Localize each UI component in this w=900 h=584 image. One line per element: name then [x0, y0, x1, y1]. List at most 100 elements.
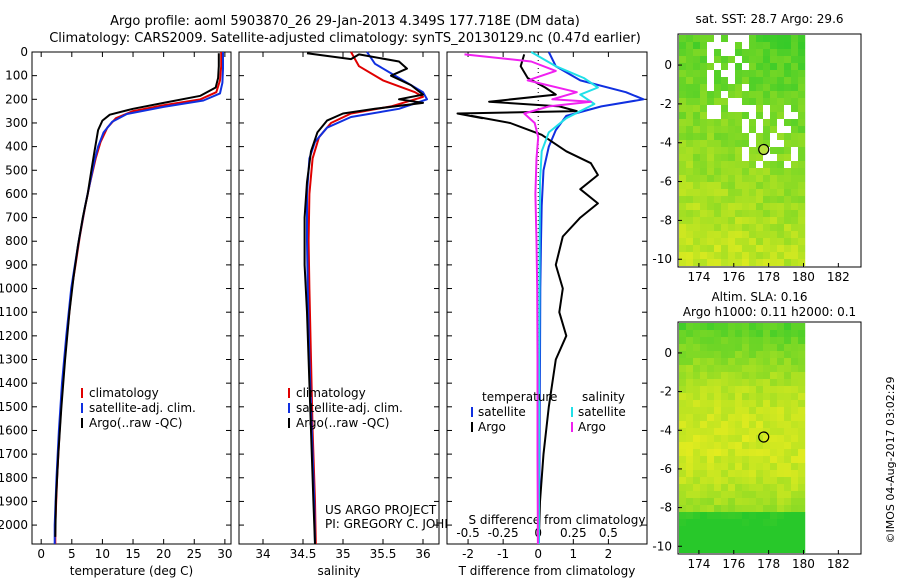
map-cell [735, 238, 742, 245]
map-cell [721, 252, 728, 259]
map-cell [784, 337, 791, 344]
map-cell [686, 323, 693, 330]
map-cell [714, 196, 721, 203]
map-cell [728, 442, 735, 449]
map-cell [742, 63, 749, 70]
map-cell [784, 217, 791, 224]
map-cell [721, 449, 728, 456]
map-cell [700, 147, 707, 154]
map-cell [707, 358, 714, 365]
map-cell [728, 456, 735, 463]
y-tick-label: 1600 [0, 423, 28, 437]
map-cell [693, 463, 700, 470]
map-cell [728, 105, 735, 112]
map-cell [728, 512, 735, 519]
map-cell [791, 407, 798, 414]
map-cell [679, 63, 686, 70]
map-cell [686, 238, 693, 245]
map-cell [749, 456, 756, 463]
map-cell [721, 351, 728, 358]
map-cell [770, 245, 777, 252]
map-cell [756, 533, 763, 540]
map-cell [770, 189, 777, 196]
map-cell [798, 456, 805, 463]
map-cell [721, 147, 728, 154]
map-cell [700, 259, 707, 266]
map-cell [686, 91, 693, 98]
map-x-tick-label: 176 [722, 270, 745, 284]
map-cell [735, 56, 742, 63]
map-cell [721, 526, 728, 533]
map-cell [693, 147, 700, 154]
map-cell [798, 484, 805, 491]
map-cell [770, 393, 777, 400]
map-cell [791, 470, 798, 477]
map-cell [714, 217, 721, 224]
map-cell [714, 463, 721, 470]
map-field [679, 323, 805, 553]
map-cell [742, 196, 749, 203]
map-y-tick-label: -8 [660, 213, 672, 227]
map-cell [714, 112, 721, 119]
map-cell [749, 428, 756, 435]
legend-label: climatology [89, 386, 159, 400]
map-cell [749, 259, 756, 266]
map-cell [679, 323, 686, 330]
map-cell [749, 70, 756, 77]
map-cell [798, 168, 805, 175]
map-cell [777, 414, 784, 421]
map-cell [728, 386, 735, 393]
map-cell [707, 210, 714, 217]
x-axis-label: salinity [317, 564, 360, 578]
map-y-tick-label: -4 [660, 136, 672, 150]
map-cell [770, 168, 777, 175]
map-cell [770, 217, 777, 224]
map-cell [679, 49, 686, 56]
map-cell [749, 238, 756, 245]
map-cell [784, 42, 791, 49]
map-cell [735, 519, 742, 526]
map-cell [735, 491, 742, 498]
map-cell [679, 428, 686, 435]
map-cell [798, 133, 805, 140]
map-cell [791, 393, 798, 400]
map-cell [721, 435, 728, 442]
map-cell [721, 505, 728, 512]
map-cell [721, 196, 728, 203]
map-cell [714, 358, 721, 365]
map-cell [707, 456, 714, 463]
map-cell [777, 372, 784, 379]
map-cell [763, 400, 770, 407]
map-cell [791, 70, 798, 77]
y-tick-label: 300 [5, 116, 28, 130]
map-cell [763, 540, 770, 547]
map-cell [686, 84, 693, 91]
map-cell [756, 161, 763, 168]
map-cell [749, 498, 756, 505]
map-cell [700, 463, 707, 470]
map-cell [742, 505, 749, 512]
map-cell [721, 77, 728, 84]
map-cell [791, 547, 798, 553]
map-cell [791, 147, 798, 154]
map-cell [784, 231, 791, 238]
map-cell [679, 210, 686, 217]
map-cell [714, 323, 721, 330]
map-cell [784, 323, 791, 330]
map-cell [721, 498, 728, 505]
map-cell [686, 217, 693, 224]
map-cell [707, 386, 714, 393]
map-cell [686, 428, 693, 435]
map-cell [707, 175, 714, 182]
map-cell [763, 351, 770, 358]
map-cell [791, 168, 798, 175]
map-cell [791, 428, 798, 435]
map-cell [707, 323, 714, 330]
map-cell [784, 470, 791, 477]
map-cell [742, 168, 749, 175]
map-cell [756, 126, 763, 133]
map-cell [763, 196, 770, 203]
map-cell [784, 428, 791, 435]
map-cell [770, 147, 777, 154]
map-cell [686, 435, 693, 442]
